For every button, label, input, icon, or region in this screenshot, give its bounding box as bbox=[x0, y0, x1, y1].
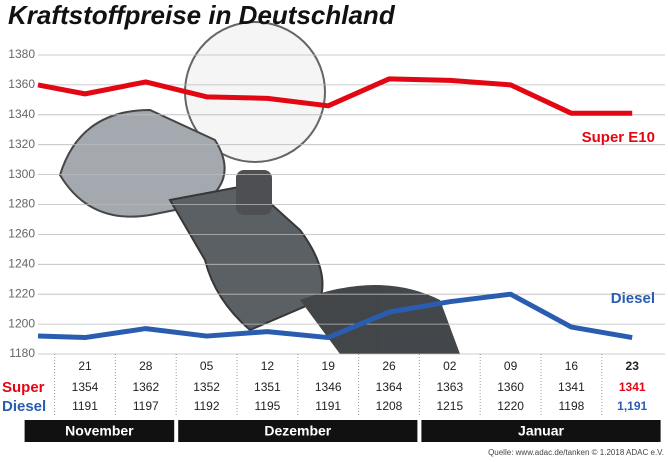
value-label: 1197 bbox=[133, 399, 159, 413]
x-tick-label: 12 bbox=[261, 359, 275, 373]
series-line bbox=[37, 76, 633, 116]
y-tick-label: 1280 bbox=[8, 197, 35, 211]
source: Quelle: www.adac.de/tanken © 1.2018 ADAC… bbox=[488, 448, 664, 457]
x-tick-label: 21 bbox=[78, 359, 92, 373]
value-label: 1341 bbox=[619, 380, 646, 394]
y-tick-label: 1300 bbox=[8, 167, 35, 181]
chart-title: Kraftstoffpreise in Deutschland bbox=[8, 0, 396, 30]
y-tick-label: 1260 bbox=[8, 227, 35, 241]
month-bar bbox=[178, 420, 418, 442]
illustration bbox=[58, 21, 460, 354]
series-line bbox=[37, 291, 633, 341]
y-tick-label: 1200 bbox=[8, 316, 35, 330]
y-tick-label: 1220 bbox=[8, 286, 35, 300]
value-label: 1198 bbox=[558, 399, 584, 413]
y-tick-label: 1240 bbox=[8, 256, 35, 270]
value-label: 1191 bbox=[315, 399, 341, 413]
value-label: 1220 bbox=[497, 399, 524, 413]
y-tick-label: 1320 bbox=[8, 137, 35, 151]
x-tick-label: 19 bbox=[322, 359, 336, 373]
x-tick-label: 16 bbox=[565, 359, 579, 373]
month-label: Januar bbox=[518, 423, 564, 439]
value-label: 1362 bbox=[132, 380, 159, 394]
value-label: 1192 bbox=[194, 399, 220, 413]
row-label: Super bbox=[2, 379, 45, 396]
y-tick-label: 1380 bbox=[8, 47, 35, 61]
value-label: 1,191 bbox=[617, 399, 647, 413]
x-tick-label: 28 bbox=[139, 359, 153, 373]
x-tick-label: 02 bbox=[443, 359, 457, 373]
value-label: 1195 bbox=[254, 399, 280, 413]
month-label: November bbox=[65, 423, 134, 439]
y-tick-label: 1180 bbox=[9, 346, 35, 360]
row-label: Diesel bbox=[2, 398, 46, 415]
y-tick-label: 1340 bbox=[8, 107, 35, 121]
value-label: 1208 bbox=[376, 399, 403, 413]
value-label: 1351 bbox=[254, 380, 281, 394]
legend-label: Diesel bbox=[611, 290, 655, 307]
legend-label: Super E10 bbox=[582, 129, 655, 146]
y-tick-label: 1360 bbox=[8, 77, 35, 91]
value-label: 1363 bbox=[436, 380, 463, 394]
x-tick-label: 26 bbox=[382, 359, 396, 373]
x-tick-label: 09 bbox=[504, 359, 518, 373]
x-tick-label: 05 bbox=[200, 359, 214, 373]
month-bar bbox=[421, 420, 661, 442]
value-label: 1352 bbox=[193, 380, 220, 394]
value-label: 1191 bbox=[72, 399, 98, 413]
value-label: 1360 bbox=[497, 380, 524, 394]
x-tick-label: 23 bbox=[626, 359, 640, 373]
value-label: 1341 bbox=[558, 380, 585, 394]
value-label: 1364 bbox=[376, 380, 403, 394]
month-label: Dezember bbox=[264, 423, 331, 439]
month-bar bbox=[24, 420, 175, 442]
value-label: 1354 bbox=[72, 380, 99, 394]
value-label: 1215 bbox=[436, 399, 463, 413]
value-label: 1346 bbox=[315, 380, 342, 394]
